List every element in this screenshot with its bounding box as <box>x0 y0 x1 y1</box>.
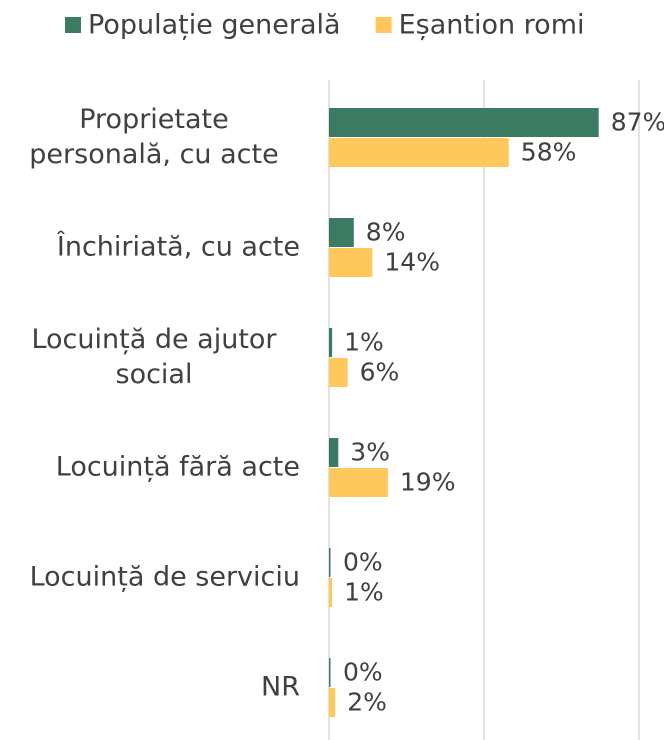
bar <box>329 358 348 387</box>
legend-label: Populație generală <box>88 10 341 41</box>
category-label: Proprietate personală, cu acte <box>29 104 279 170</box>
category-label: Locuință de serviciu <box>29 561 300 593</box>
category-label: Închiriată, cu acte <box>56 231 300 263</box>
data-label: 8% <box>366 218 406 247</box>
bar <box>329 218 354 247</box>
data-label: 87% <box>611 108 664 137</box>
data-label: 1% <box>344 578 384 607</box>
data-label: 58% <box>521 138 577 167</box>
legend-swatch <box>65 17 81 33</box>
category-label: NR <box>261 671 300 703</box>
bar <box>329 688 336 717</box>
data-label: 0% <box>343 658 383 687</box>
category-label: Locuință fără acte <box>55 451 300 483</box>
legend-swatch <box>375 17 392 33</box>
bar <box>329 328 333 357</box>
data-label: 2% <box>347 688 387 717</box>
bar <box>329 468 388 497</box>
data-label: 6% <box>360 358 400 387</box>
bar <box>329 248 373 277</box>
bar <box>329 138 509 167</box>
data-label: 0% <box>343 548 383 577</box>
bar <box>329 658 331 687</box>
bar <box>329 438 339 467</box>
data-label: 3% <box>350 438 390 467</box>
data-label: 14% <box>384 248 440 277</box>
data-label: 19% <box>400 468 456 497</box>
data-label: 1% <box>344 328 384 357</box>
bar <box>329 548 331 577</box>
category-label: Locuință de ajutor social <box>31 324 277 390</box>
bar <box>329 578 333 607</box>
bar <box>329 108 599 137</box>
legend-label: Eșantion romi <box>399 10 585 41</box>
